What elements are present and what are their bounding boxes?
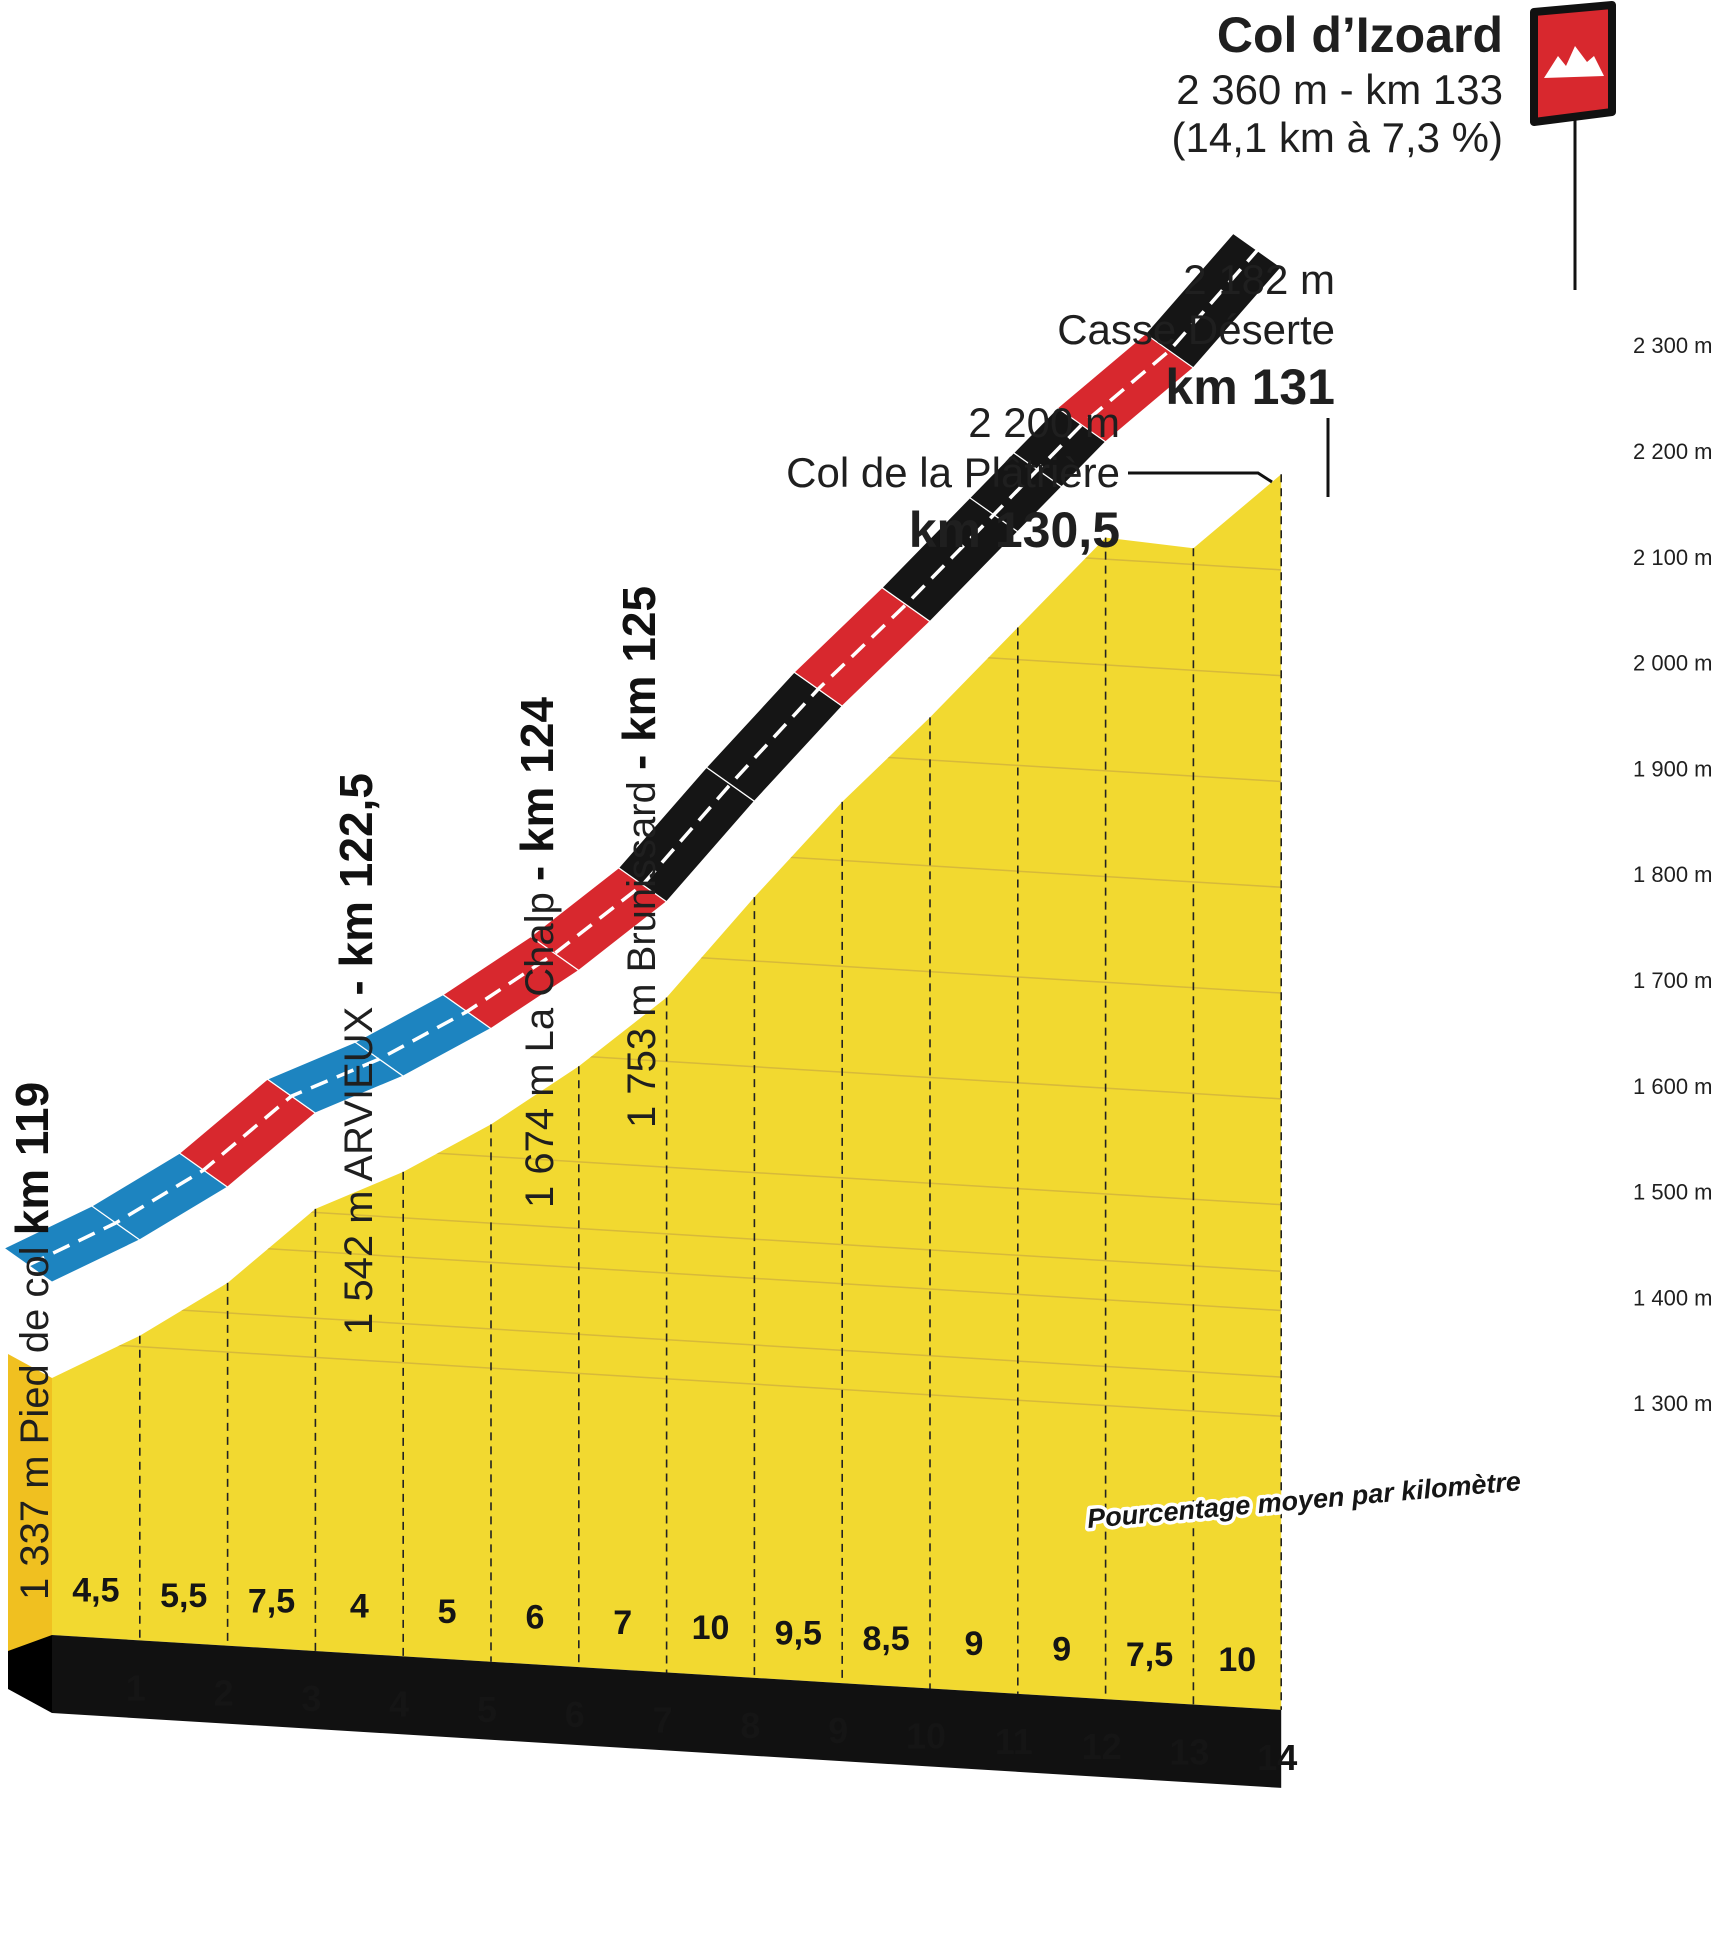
casse-deserte-altitude: 2 182 m	[1183, 256, 1335, 303]
label-pied-de-col: 1 337 m Pied de col km 119	[6, 1082, 58, 1600]
altitude-tick-labels: 1 300 m 1 400 m 1 500 m 1 600 m 1 700 m 1 800…	[1633, 333, 1713, 1416]
altitude-tick-1600: 1 600 m	[1633, 1074, 1713, 1099]
altitude-tick-1300: 1 300 m	[1633, 1391, 1713, 1416]
road-ribbon	[2, 232, 1283, 1283]
gradient-label-1: 4,5	[72, 1572, 119, 1610]
summit-stats: (14,1 km à 7,3 %)	[1172, 114, 1503, 161]
altitude-tick-2100: 2 100 m	[1633, 545, 1713, 570]
km-tick-1: 1	[126, 1667, 146, 1708]
km-tick-5: 5	[477, 1689, 497, 1730]
gradient-label-4: 4	[350, 1588, 369, 1626]
km-tick-2: 2	[214, 1673, 234, 1714]
km-tick-8: 8	[740, 1705, 760, 1746]
gradient-label-14: 10	[1218, 1641, 1256, 1679]
base-strip	[8, 1635, 1282, 1788]
altitude-tick-2000: 2 000 m	[1633, 651, 1713, 676]
gradient-label-6: 6	[525, 1598, 544, 1636]
km-tick-14: 14	[1257, 1737, 1297, 1778]
casse-deserte-name: Casse Déserte	[1057, 306, 1335, 353]
km-tick-4: 4	[389, 1683, 409, 1724]
altitude-tick-1500: 1 500 m	[1633, 1180, 1713, 1205]
summit-name: Col d’Izoard	[1217, 7, 1503, 63]
platriere-km: km 130,5	[909, 502, 1120, 558]
platriere-leader	[1128, 471, 1273, 484]
km-tick-6: 6	[565, 1694, 585, 1735]
label-brunissard-km: - km 125	[613, 586, 665, 770]
altitude-tick-1700: 1 700 m	[1633, 968, 1713, 993]
label-pied-de-col-km: km 119	[6, 1082, 58, 1235]
label-arvieux-km: - km 122,5	[330, 773, 382, 995]
gradient-label-7: 7	[613, 1604, 632, 1642]
label-la-chalp: 1 674 m La Chalp - km 124	[511, 697, 563, 1208]
summit-altitude: 2 360 m - km 133	[1176, 66, 1503, 113]
altitude-tick-2300: 2 300 m	[1633, 333, 1713, 358]
base-side	[8, 1635, 52, 1713]
gradient-label-9: 9,5	[775, 1614, 822, 1652]
label-brunissard: 1 753 m Brunissard - km 125	[613, 586, 665, 1128]
gradient-label-13: 7,5	[1126, 1636, 1173, 1674]
casse-deserte-km: km 131	[1165, 359, 1335, 415]
altitude-tick-1800: 1 800 m	[1633, 862, 1713, 887]
altitude-tick-1400: 1 400 m	[1633, 1285, 1713, 1310]
km-dividers	[139, 474, 1282, 1710]
altitude-tick-2200: 2 200 m	[1633, 439, 1713, 464]
platriere-altitude: 2 200 m	[968, 399, 1120, 446]
base-front	[52, 1635, 1282, 1788]
km-tick-9: 9	[828, 1710, 848, 1751]
gradient-label-11: 9	[964, 1625, 983, 1663]
profile-side-face	[8, 1354, 52, 1675]
gradient-label-3: 7,5	[248, 1582, 295, 1620]
altitude-tick-1900: 1 900 m	[1633, 756, 1713, 781]
platriere-name: Col de la Plâtrière	[786, 449, 1120, 496]
km-tick-12: 12	[1082, 1726, 1122, 1767]
km-tick-labels: 1 2 3 4 5 6 7 8 9 10 11 12 13 14	[126, 1667, 1297, 1778]
gradient-label-2: 5,5	[160, 1577, 207, 1615]
gradient-label-10: 8,5	[862, 1620, 909, 1658]
km-tick-7: 7	[653, 1699, 673, 1740]
gradient-labels: 4,5 5,5 7,5 4 5 6 7 10 9,5 8,5 9 9 7,5 10	[72, 1572, 1256, 1680]
gradient-label-12: 9	[1052, 1631, 1071, 1669]
label-la-chalp-km: - km 124	[511, 697, 563, 882]
km-tick-3: 3	[301, 1678, 321, 1719]
gradient-label-5: 5	[438, 1593, 457, 1631]
profile-front-face	[52, 474, 1282, 1710]
mountain-icon	[1544, 46, 1604, 78]
km-tick-11: 11	[995, 1721, 1033, 1762]
road-centre-line	[27, 249, 1259, 1267]
km-tick-10: 10	[906, 1716, 946, 1757]
km-tick-13: 13	[1169, 1732, 1209, 1773]
label-arvieux: 1 542 m ARVIEUX - km 122,5	[330, 773, 382, 1335]
gradient-label-8: 10	[692, 1609, 730, 1647]
